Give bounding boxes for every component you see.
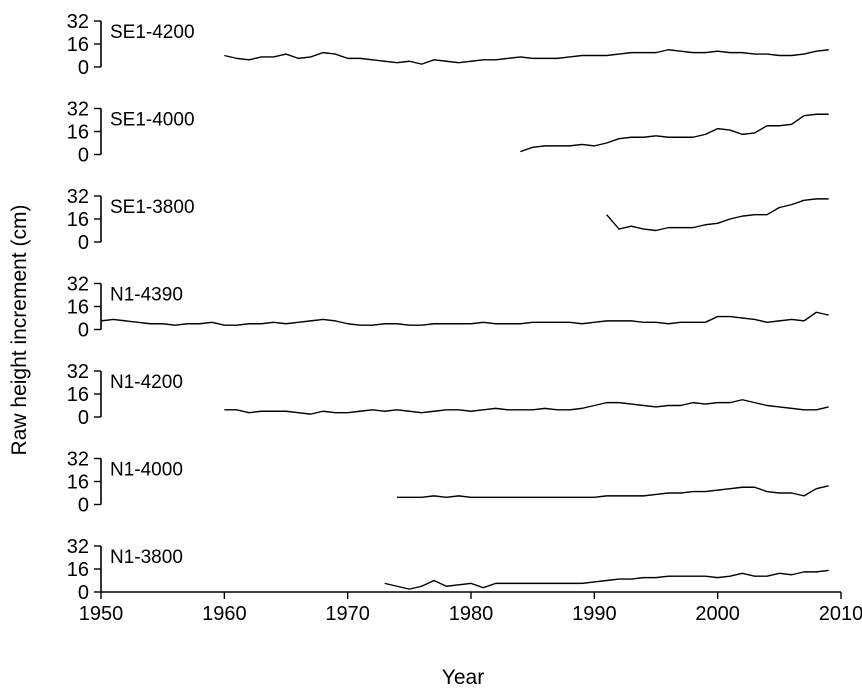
y-tick-label: 0	[78, 495, 89, 517]
series-label: SE1-3800	[110, 197, 195, 218]
x-tick-label: 1960	[202, 603, 247, 625]
series-line-n1-4000	[397, 485, 829, 499]
y-tick-label: 0	[78, 320, 89, 342]
x-axis-title: Year	[442, 666, 484, 689]
y-tick-label: 16	[67, 472, 89, 494]
y-tick-label: 0	[78, 57, 89, 79]
y-tick-label: 32	[67, 11, 89, 33]
series-label: SE1-4000	[110, 110, 195, 131]
y-tick-label: 16	[67, 209, 89, 231]
y-tick-label: 0	[78, 145, 89, 167]
y-tick-label: 16	[67, 559, 89, 581]
series-line-n1-4200	[224, 399, 829, 415]
x-tick-label: 1970	[325, 603, 370, 625]
y-tick-label: 16	[67, 384, 89, 406]
y-tick-label: 32	[67, 99, 89, 121]
series-label: N1-3800	[110, 547, 183, 568]
y-tick-label: 16	[67, 34, 89, 56]
y-tick-label: 32	[67, 361, 89, 383]
series-line-se1-3800	[606, 198, 829, 232]
series-line-n1-4390	[100, 311, 829, 326]
y-tick-label: 16	[67, 297, 89, 319]
y-tick-label: 0	[78, 407, 89, 429]
series-label: N1-4000	[110, 460, 183, 481]
x-tick-label: 2010	[819, 603, 862, 625]
x-tick-label: 1950	[79, 603, 124, 625]
series-line-se1-4000	[520, 113, 829, 153]
y-tick-label: 32	[67, 536, 89, 558]
y-tick-label: 32	[67, 449, 89, 471]
y-axis-title: Raw height increment (cm)	[8, 205, 31, 456]
y-tick-label: 16	[67, 122, 89, 144]
series-label: SE1-4200	[110, 22, 195, 43]
x-tick-label: 2000	[695, 603, 740, 625]
series-label: N1-4390	[110, 285, 183, 306]
series-line-n1-3800	[384, 569, 829, 590]
y-tick-label: 32	[67, 274, 89, 296]
y-tick-label: 0	[78, 232, 89, 254]
series-line-se1-4200	[224, 49, 829, 65]
series-label: N1-4200	[110, 372, 183, 393]
x-axis: 1950 1960 1970 1980 1990 2000 2010	[79, 591, 862, 625]
y-tick-label: 32	[67, 186, 89, 208]
x-tick-label: 1990	[572, 603, 617, 625]
x-tick-label: 1980	[449, 603, 494, 625]
y-tick-label: 0	[78, 582, 89, 604]
